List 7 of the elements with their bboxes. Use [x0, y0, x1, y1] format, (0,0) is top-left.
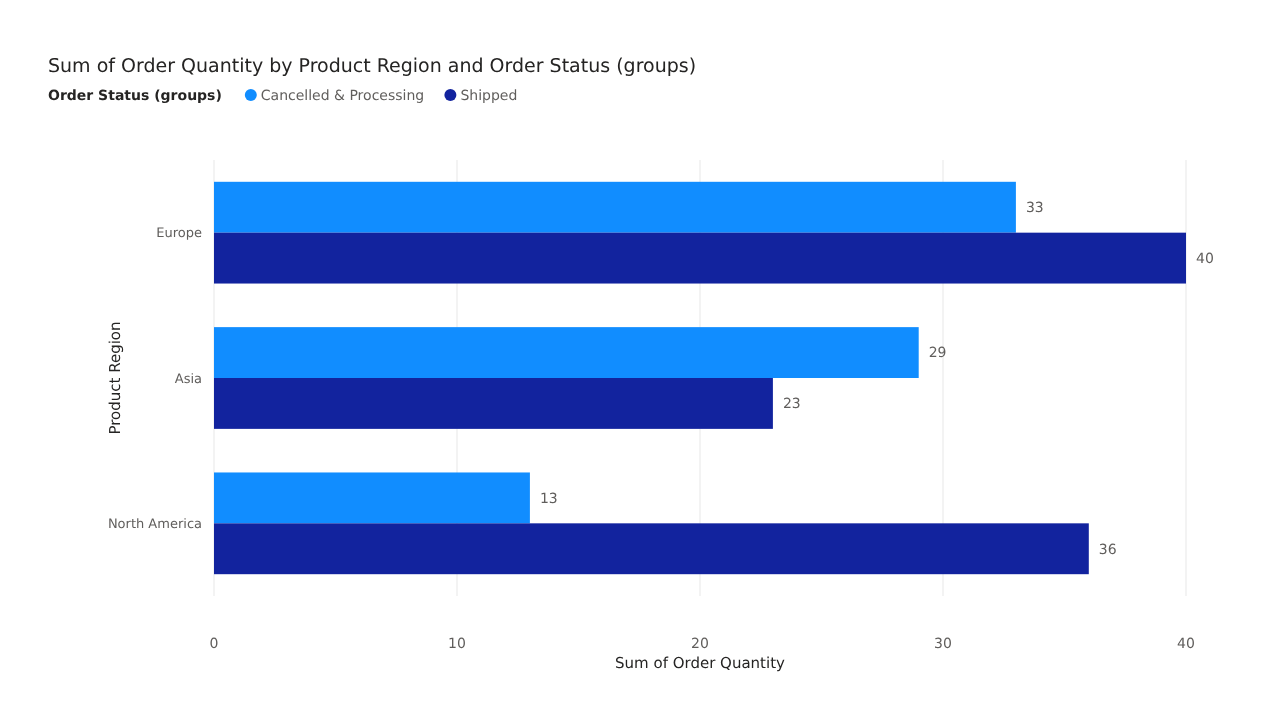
bar [214, 181, 1016, 233]
bar [214, 472, 530, 524]
chart-title: Sum of Order Quantity by Product Region and Order Status (groups) [48, 56, 697, 78]
bar [214, 523, 1089, 575]
bar [214, 232, 1186, 284]
bar [214, 327, 919, 378]
bar [214, 378, 773, 429]
